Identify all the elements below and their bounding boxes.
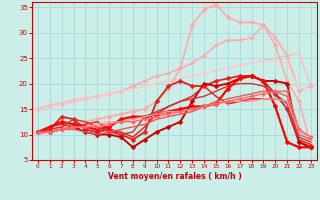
X-axis label: Vent moyen/en rafales ( km/h ): Vent moyen/en rafales ( km/h ) (108, 172, 241, 181)
